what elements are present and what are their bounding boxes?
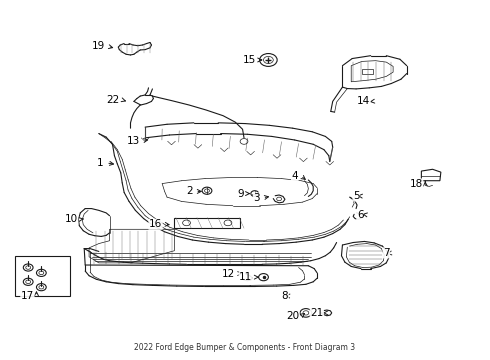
Text: 17: 17 xyxy=(21,291,34,301)
Text: 2: 2 xyxy=(186,186,193,197)
Text: 1: 1 xyxy=(97,158,104,168)
Text: 22: 22 xyxy=(106,95,120,105)
Text: 5: 5 xyxy=(353,191,360,201)
Text: 7: 7 xyxy=(383,248,390,258)
Text: 13: 13 xyxy=(127,136,140,146)
Text: 8: 8 xyxy=(282,291,288,301)
Text: 6: 6 xyxy=(357,210,364,220)
Text: 11: 11 xyxy=(239,272,252,282)
Text: 19: 19 xyxy=(92,41,105,51)
Text: 18: 18 xyxy=(410,179,423,189)
Text: 10: 10 xyxy=(65,214,78,224)
Text: 2022 Ford Edge Bumper & Components - Front Diagram 3: 2022 Ford Edge Bumper & Components - Fro… xyxy=(134,343,356,352)
Text: 20: 20 xyxy=(286,311,299,321)
Text: 16: 16 xyxy=(149,219,162,229)
Text: 4: 4 xyxy=(292,171,298,181)
Text: 14: 14 xyxy=(357,96,370,107)
Text: 3: 3 xyxy=(253,193,260,203)
Text: 9: 9 xyxy=(237,189,244,199)
Text: 12: 12 xyxy=(221,269,235,279)
Text: 21: 21 xyxy=(310,308,323,318)
FancyBboxPatch shape xyxy=(15,256,70,296)
Text: 15: 15 xyxy=(243,55,256,65)
